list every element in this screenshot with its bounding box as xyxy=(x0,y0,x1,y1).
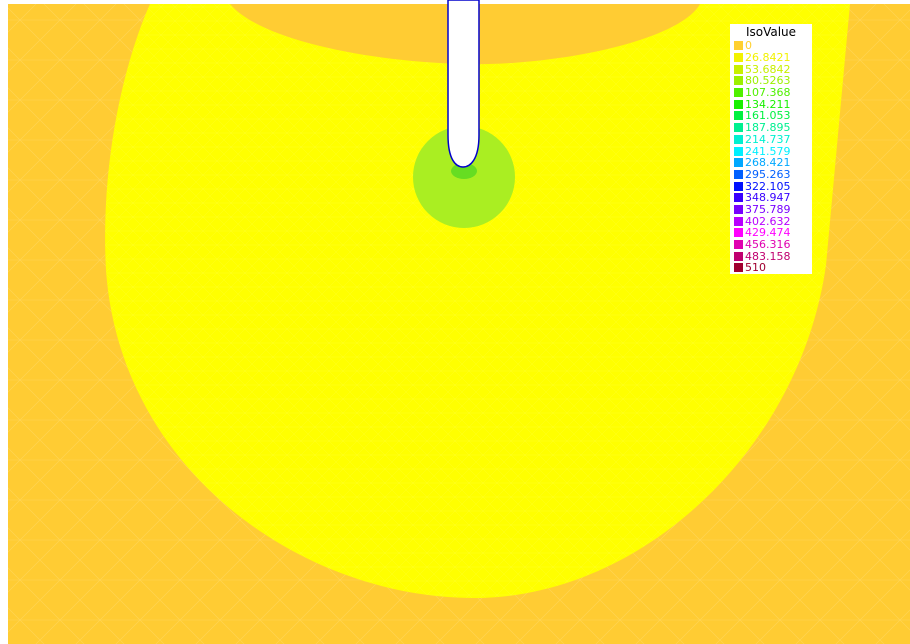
legend-entry: 80.5263 xyxy=(730,75,812,87)
legend-label: 429.474 xyxy=(745,226,791,240)
legend-label: 187.895 xyxy=(745,121,791,135)
legend-label: 402.632 xyxy=(745,214,791,228)
legend-swatch xyxy=(734,169,743,179)
legend-swatch xyxy=(734,76,743,86)
legend-label: 107.368 xyxy=(745,86,791,100)
legend-label: 348.947 xyxy=(745,191,791,205)
legend-entry: 107.368 xyxy=(730,87,812,99)
legend-swatch xyxy=(734,158,743,168)
legend-label: 80.5263 xyxy=(745,74,791,88)
legend-swatch xyxy=(734,134,743,144)
legend-label: 134.211 xyxy=(745,97,791,111)
legend-swatch xyxy=(734,88,743,98)
legend-label: 0 xyxy=(745,39,752,53)
legend-label: 268.421 xyxy=(745,156,791,170)
legend-entry: 134.211 xyxy=(730,98,812,110)
legend-entry: 402.632 xyxy=(730,215,812,227)
legend-label: 510 xyxy=(745,261,766,275)
legend-entry: 0 xyxy=(730,40,812,52)
small-circle-core xyxy=(451,163,477,179)
legend-entry: 26.8421 xyxy=(730,52,812,64)
legend-entry: 322.105 xyxy=(730,180,812,192)
legend-swatch xyxy=(734,41,743,51)
legend-swatch xyxy=(734,64,743,74)
legend-entry: 510 xyxy=(730,262,812,274)
legend-swatch xyxy=(734,99,743,109)
legend-swatch xyxy=(734,216,743,226)
legend-swatch xyxy=(734,146,743,156)
legend-swatch xyxy=(734,204,743,214)
legend-entry: 348.947 xyxy=(730,192,812,204)
legend-entry: 456.316 xyxy=(730,239,812,251)
legend-swatch xyxy=(734,181,743,191)
legend-entry: 241.579 xyxy=(730,145,812,157)
legend-entry: 214.737 xyxy=(730,134,812,146)
legend-entry: 268.421 xyxy=(730,157,812,169)
legend-label: 322.105 xyxy=(745,179,791,193)
isovalue-legend: IsoValue 0 26.8421 53.6842 80.5263 107.368 13… xyxy=(730,24,812,274)
legend-entry: 161.053 xyxy=(730,110,812,122)
legend-label: 161.053 xyxy=(745,109,791,123)
legend-label: 456.316 xyxy=(745,238,791,252)
legend-swatch xyxy=(734,53,743,63)
legend-rows: 0 26.8421 53.6842 80.5263 107.368 134.211 161.… xyxy=(730,40,812,274)
legend-entry: 429.474 xyxy=(730,227,812,239)
legend-swatch xyxy=(734,251,743,261)
probe-shape xyxy=(447,0,480,168)
inner-mesh xyxy=(105,4,850,599)
legend-entry: 53.6842 xyxy=(730,63,812,75)
legend-title: IsoValue xyxy=(745,25,797,39)
legend-swatch xyxy=(734,111,743,121)
legend-swatch xyxy=(734,123,743,133)
legend-label: 295.263 xyxy=(745,167,791,181)
legend-label: 375.789 xyxy=(745,202,791,216)
legend-label: 483.158 xyxy=(745,249,791,263)
legend-swatch xyxy=(734,240,743,250)
legend-swatch xyxy=(734,263,743,273)
legend-label: 53.6842 xyxy=(745,62,791,76)
legend-label: 214.737 xyxy=(745,132,791,146)
legend-swatch xyxy=(734,193,743,203)
legend-swatch xyxy=(734,228,743,238)
legend-label: 26.8421 xyxy=(745,51,791,65)
legend-label: 241.579 xyxy=(745,144,791,158)
legend-entry: 375.789 xyxy=(730,204,812,216)
legend-entry: 483.158 xyxy=(730,250,812,262)
legend-entry: 187.895 xyxy=(730,122,812,134)
legend-entry: 295.263 xyxy=(730,169,812,181)
